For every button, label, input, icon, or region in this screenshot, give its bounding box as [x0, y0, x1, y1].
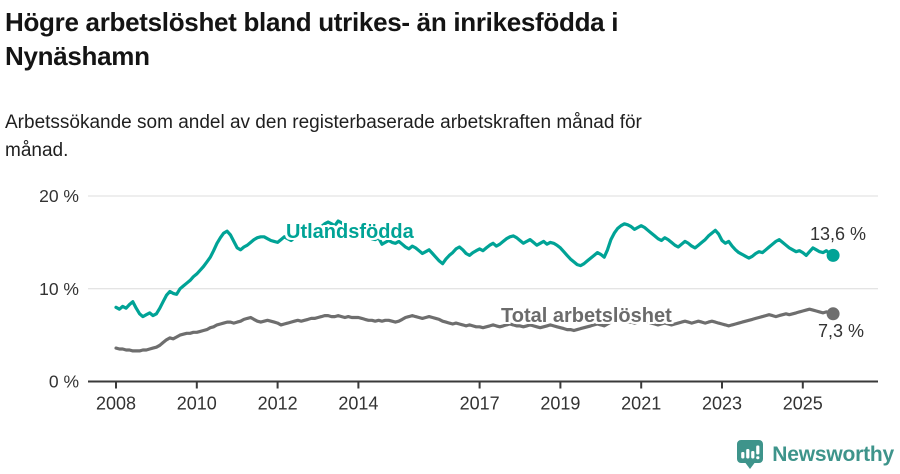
- x-tick-label: 2019: [540, 394, 580, 414]
- series-line: [114, 219, 835, 319]
- page-title-line-1: Högre arbetslöshet bland utrikes- än inr…: [5, 7, 619, 37]
- series-end-dot: [826, 307, 840, 321]
- series-label-utlandsfodda: Utlandsfödda: [286, 221, 414, 243]
- x-tick-label: 2021: [621, 394, 661, 414]
- page-title-line-2: Nynäshamn: [5, 41, 150, 71]
- newsworthy-logo: Newsworthy: [736, 439, 894, 470]
- newsworthy-wordmark: Newsworthy: [772, 442, 894, 466]
- chart-subtitle-line-1: Arbetssökande som andel av den registerb…: [5, 112, 642, 133]
- x-tick-label: 2010: [177, 394, 217, 414]
- line-chart: 0 % 10 % 20 % 2008 2010 2012 2014 2017 2019 2021 2…: [39, 186, 878, 414]
- newsworthy-chart-bubble-icon: [737, 440, 764, 469]
- x-tick-label: 2008: [96, 394, 136, 414]
- series-label-total-arbetsloshet: Total arbetslöshet: [501, 305, 672, 327]
- x-tick-label: 2025: [783, 394, 823, 414]
- series-line: [114, 307, 835, 353]
- chart-subtitle-line-2: månad.: [5, 140, 69, 161]
- series-end-dot: [826, 248, 840, 262]
- x-tick-label: 2017: [460, 394, 500, 414]
- end-value-label-utlandsfodda: 13,6 %: [810, 224, 867, 244]
- page-title: Högre arbetslöshet bland utrikes- än inr…: [5, 5, 618, 73]
- chart-subtitle: Arbetssökande som andel av den registerb…: [5, 109, 642, 165]
- y-tick-label: 10 %: [39, 279, 79, 299]
- y-tick-label: 20 %: [39, 186, 79, 206]
- x-tick-label: 2012: [258, 394, 298, 414]
- x-tick-label: 2014: [338, 394, 378, 414]
- y-tick-label: 0 %: [49, 372, 79, 392]
- x-tick-label: 2023: [702, 394, 742, 414]
- end-value-label-total: 7,3 %: [818, 321, 865, 341]
